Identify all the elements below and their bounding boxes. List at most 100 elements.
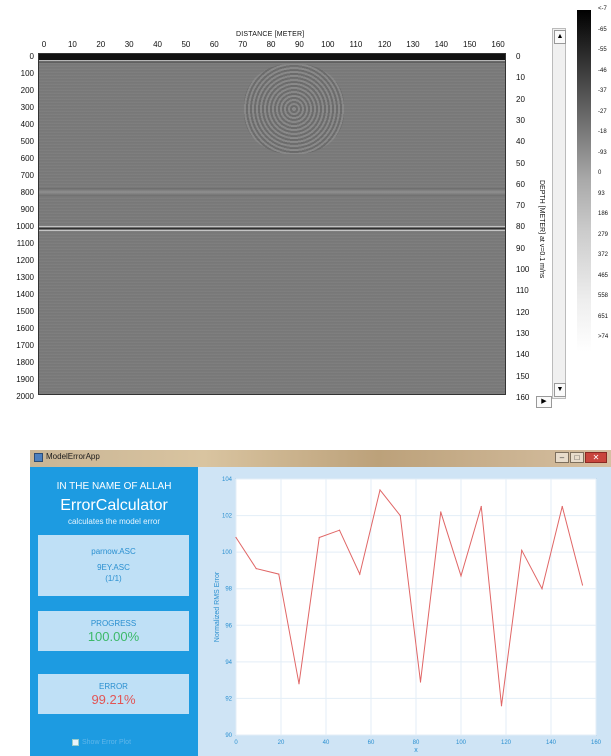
time-tick-label: 1300 [16,273,34,282]
data-point [255,568,257,570]
sidebar-heading: IN THE NAME OF ALLAH [56,481,172,492]
time-tick-label: 500 [20,137,34,146]
scroll-up-arrow-icon[interactable]: ▲ [554,30,566,44]
distance-tick-label: 50 [181,40,191,49]
x-tick-label: 60 [368,740,375,746]
primary-file-name: parnow.ASC [91,547,136,556]
app-icon [34,453,43,462]
x-tick-label: 140 [546,740,557,746]
data-point [521,549,523,551]
depth-tick-label: 70 [516,201,525,211]
colorbar-tick-label: -46 [598,67,607,74]
show-error-plot-label: Show Error Plot [82,739,132,746]
time-tick-label: 1800 [16,358,34,367]
depth-tick-label: 60 [516,179,525,189]
error-label: ERROR [99,682,128,691]
depth-tick-label: 140 [516,350,530,360]
maximize-button[interactable]: □ [570,452,584,463]
colorbar-tick-label: 651 [598,313,609,320]
time-tick-label: 1500 [16,307,34,316]
time-tick-label: 100 [20,69,34,78]
time-tick-label: 600 [20,154,34,163]
minimize-button[interactable]: – [555,452,569,463]
data-point [440,511,442,513]
app-tagline: calculates the model error [67,517,161,526]
distance-tick-label: 160 [491,40,505,49]
x-tick-label: 0 [234,740,238,746]
colorbar-tick-label: 279 [598,231,609,238]
distance-tick-label: 100 [321,40,335,49]
progress-value: 100.00% [87,629,140,644]
x-tick-label: 100 [456,740,467,746]
distance-tick-label: 150 [463,40,477,49]
progress-card: PROGRESS 100.00% [38,611,189,651]
vertical-scrollbar[interactable]: ▲ ▼ [552,28,566,399]
colorbar-tick-label: 372 [598,252,609,258]
data-point [235,536,237,539]
data-point [419,681,422,683]
scroll-right-arrow-icon[interactable]: ▶ [536,396,552,408]
depth-tick-label: 80 [516,222,525,232]
depth-tick-label: 30 [516,115,525,125]
colorbar-tick-label: 558 [598,293,609,299]
depth-tick-label: 0 [516,52,521,61]
depth-axis-title: DEPTH [METER] at v=0.1 m/ns [538,180,545,279]
error-value: 99.21% [91,692,136,707]
distance-tick-label: 10 [67,40,77,49]
data-point [338,529,341,531]
x-tick-label: 20 [278,740,285,746]
y-tick-label: 94 [225,660,232,666]
time-tick-label: 2000 [16,392,34,401]
model-error-app-window: ModelErrorApp – □ ✕ IN THE NAME OF ALLAH… [30,450,611,756]
distance-tick-label: 140 [434,40,448,49]
data-point [298,683,300,685]
depth-tick-label: 50 [516,158,525,168]
depth-tick-label: 110 [516,286,529,296]
time-tick-label: 300 [20,103,34,112]
error-card: ERROR 99.21% [38,674,189,714]
files-card: parnow.ASC 9EY.ASC (1/1) [38,535,189,596]
series-line [235,488,583,706]
time-tick-label: 400 [20,120,34,129]
time-tick-label: 1700 [16,341,34,350]
data-point [379,489,381,491]
window-titlebar[interactable]: ModelErrorApp – □ ✕ [30,450,611,467]
depth-tick-label: 20 [516,94,525,104]
colorbar-tick-label: -55 [598,47,607,53]
error-chart-area: 0 20 40 60 80 100 120 140 160 90 92 94 96 98 100 102 104… [198,467,611,756]
scroll-down-arrow-icon[interactable]: ▼ [554,383,566,397]
secondary-file-name: 9EY.ASC [97,563,130,572]
show-error-plot-toggle[interactable]: Show Error Plot [72,739,131,746]
time-tick-label: 1400 [16,290,34,299]
time-tick-label: 200 [20,86,34,95]
show-error-plot-checkbox[interactable] [72,739,79,746]
colorbar-tick-label: -37 [598,88,607,94]
radargram-image [38,53,506,395]
colorbar-tick-label: -65 [598,26,607,33]
time-tick-label: 1100 [16,239,34,248]
depth-tick-label: 10 [516,73,525,83]
distance-axis-title: DISTANCE [METER] [236,31,305,38]
colorbar-tick-label: 186 [598,211,609,217]
app-name: ErrorCalculator [60,497,168,514]
y-tick-label: 102 [222,514,233,520]
time-tick-label: 1000 [16,222,34,231]
colorbar-tick-label: 465 [598,272,609,279]
distance-tick-label: 40 [153,40,162,49]
time-tick-label: 700 [20,171,34,180]
distance-tick-label: 30 [124,40,134,49]
data-point [561,505,563,508]
sidebar: IN THE NAME OF ALLAH ErrorCalculator cal… [30,467,198,756]
close-button[interactable]: ✕ [585,452,607,463]
colorbar-tick-label: -18 [598,129,607,135]
scatter-region [244,64,344,154]
depth-tick-label: 90 [516,243,525,253]
data-point [359,573,361,575]
distance-tick-label: 0 [41,40,47,49]
window-title: ModelErrorApp [46,452,100,461]
colorbar-tick-label: -93 [598,149,607,156]
time-tick-label: 1200 [16,256,34,265]
depth-tick-label: 120 [516,307,530,317]
distance-tick-label: 90 [294,40,304,49]
y-tick-label: 96 [225,623,232,629]
